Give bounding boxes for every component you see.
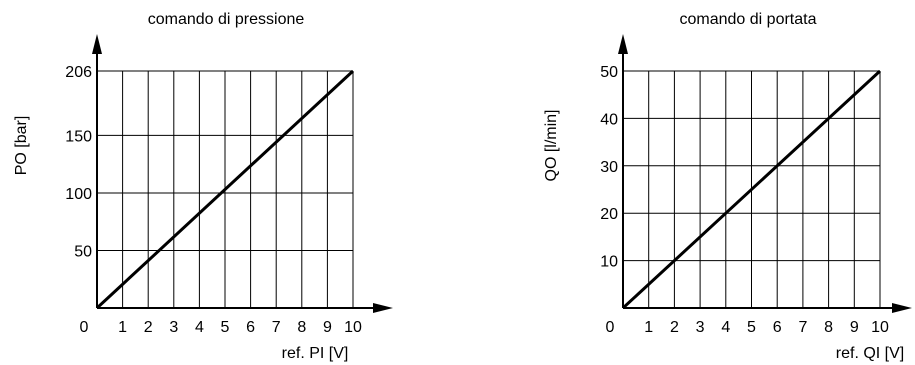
x-tick-label: 1: [644, 319, 653, 336]
y-axis-arrow-icon: [92, 34, 102, 54]
y-axis-arrow-icon: [618, 34, 628, 54]
x-tick-label: 1: [118, 319, 127, 336]
x-tick-label: 10: [344, 319, 362, 336]
x-tick-label: 7: [272, 319, 281, 336]
chart-title: comando di pressione: [148, 11, 305, 28]
x-tick-label: 0: [606, 319, 615, 336]
grid-lines: [623, 70, 881, 308]
flow-chart: comando di portata 0 1 2 3 4 5 6 7 8 9 10 10 20 30 40 50…: [543, 11, 912, 362]
y-tick-label: 10: [600, 254, 618, 271]
pressure-chart: comando di pressione 0 1 2 3 4 5 6 7 8 9 10 50 100 150…: [13, 11, 393, 362]
x-tick-label: 3: [696, 319, 705, 336]
series-line: [621, 69, 882, 310]
x-tick-label: 2: [144, 319, 153, 336]
x-tick-label: 9: [850, 319, 859, 336]
x-tick-label: 3: [169, 319, 178, 336]
x-tick-label: 0: [80, 319, 89, 336]
x-tick-label: 5: [221, 319, 230, 336]
y-axis-label: PO [bar]: [13, 116, 30, 176]
y-tick-label: 50: [74, 243, 92, 260]
x-tick-label: 8: [297, 319, 306, 336]
y-axis-label: QO [l/min]: [543, 109, 560, 181]
x-tick-label: 4: [721, 319, 730, 336]
x-axis-arrow-icon: [892, 303, 912, 313]
x-axis-arrow-icon: [373, 303, 393, 313]
x-tick-label: 9: [323, 319, 332, 336]
x-tick-label: 7: [798, 319, 807, 336]
x-tick-label: 5: [747, 319, 756, 336]
x-tick-label: 8: [824, 319, 833, 336]
y-tick-label: 50: [600, 64, 618, 81]
y-tick-label: 100: [65, 186, 92, 203]
x-tick-label: 6: [246, 319, 255, 336]
y-tick-label: 40: [600, 111, 618, 128]
x-axis-label: ref. PI [V]: [282, 345, 349, 362]
y-tick-label: 30: [600, 159, 618, 176]
y-tick-label: 20: [600, 206, 618, 223]
y-tick-label: 206: [65, 64, 92, 81]
chart-title: comando di portata: [680, 11, 817, 28]
x-axis-label: ref. QI [V]: [836, 345, 904, 362]
series-line: [95, 69, 355, 310]
x-tick-label: 10: [871, 319, 889, 336]
x-tick-label: 4: [195, 319, 204, 336]
x-tick-label: 6: [773, 319, 782, 336]
y-tick-label: 150: [65, 128, 92, 145]
x-tick-label: 2: [670, 319, 679, 336]
